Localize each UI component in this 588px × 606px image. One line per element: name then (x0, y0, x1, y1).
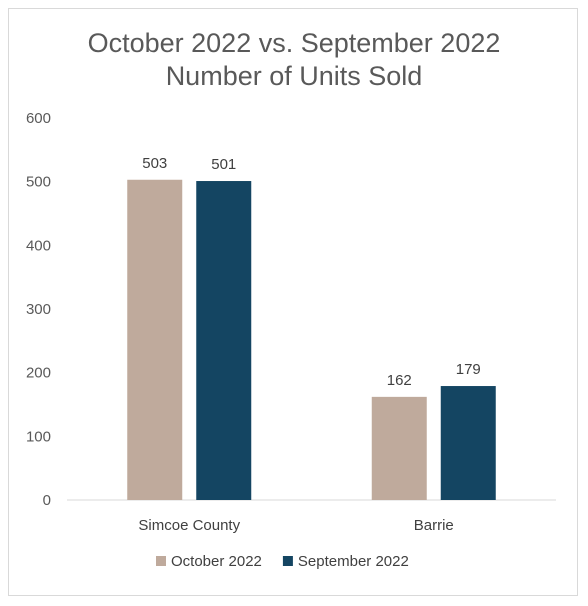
legend-swatch (282, 556, 293, 566)
y-tick-label: 0 (43, 492, 51, 509)
y-tick-label: 600 (26, 110, 51, 127)
y-tick-label: 300 (26, 301, 51, 318)
x-tick-label: Simcoe County (138, 517, 240, 534)
legend-swatch (156, 556, 166, 566)
bar (371, 396, 427, 500)
y-tick-label: 100 (26, 428, 51, 445)
chart-title-line-2: Number of Units Sold (166, 61, 423, 91)
chart-title-line-1: October 2022 vs. September 2022 (88, 28, 501, 58)
data-label: 179 (456, 361, 481, 378)
legend-label: September 2022 (298, 553, 409, 570)
y-tick-label: 200 (26, 365, 51, 382)
bar (196, 181, 252, 500)
data-label: 503 (142, 155, 167, 172)
bar (440, 386, 496, 500)
legend: October 2022 September 2022 (156, 553, 409, 570)
bar (127, 179, 183, 501)
y-tick-label: 500 (26, 174, 51, 191)
y-axis: 0 100 200 300 400 500 600 (26, 110, 51, 509)
legend-label: October 2022 (171, 553, 262, 570)
x-axis-categories: Simcoe County Barrie (138, 517, 453, 534)
data-label: 162 (387, 372, 412, 389)
bars-group (127, 179, 496, 501)
y-tick-label: 400 (26, 237, 51, 254)
data-label: 501 (211, 156, 236, 173)
data-labels: 503 501 162 179 (142, 155, 481, 389)
x-tick-label: Barrie (414, 517, 454, 534)
